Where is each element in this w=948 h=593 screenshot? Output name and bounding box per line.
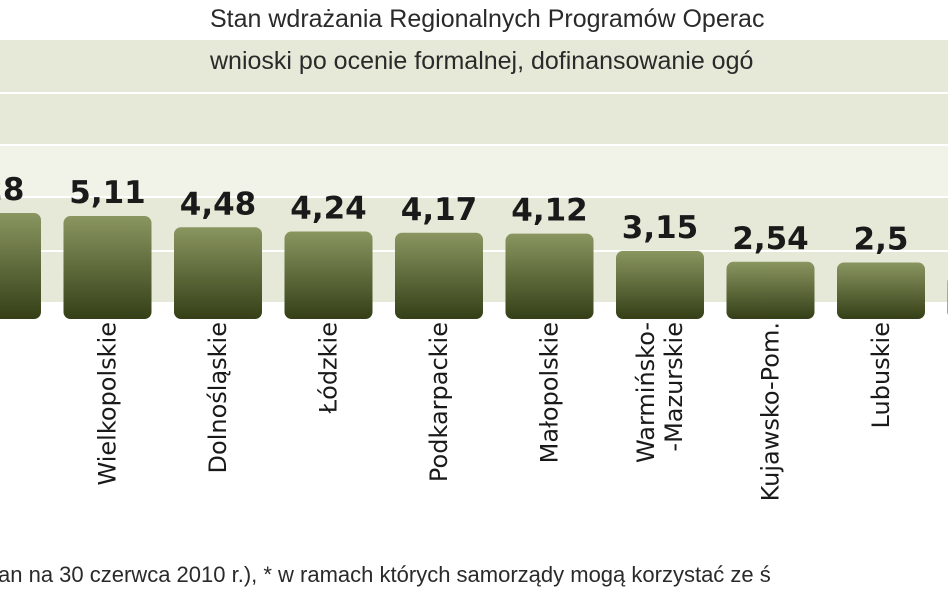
- category-label: Lubuskie: [867, 322, 895, 428]
- bar: [284, 231, 373, 319]
- category-labels-layer: Wielkopolskie Dolnośląskie Łódzkie Podkarpa…: [94, 322, 896, 501]
- bar-value-label: 4,12: [511, 193, 588, 229]
- category-label: Małopolskie: [536, 322, 564, 463]
- chart-title-line-1: Stan wdrażania Regionalnych Programów Op…: [210, 5, 765, 33]
- grid-band: [0, 146, 948, 196]
- bar-value-label: ,28: [0, 172, 24, 208]
- bar-value-label: 2,54: [732, 221, 809, 257]
- category-label: Warmińsko--Mazurskie: [632, 322, 688, 463]
- bar: [726, 261, 815, 319]
- bar: [395, 232, 483, 319]
- bar: [616, 250, 704, 319]
- category-label: Łódzkie: [315, 322, 343, 414]
- value-labels-layer: ,28 5,11 4,48 4,24 4,17 4,12 3,15 2,54 2,5: [0, 172, 908, 257]
- bar-value-label: 4,17: [401, 192, 478, 228]
- grid-band: [0, 94, 948, 144]
- grid-band: [0, 40, 948, 92]
- bar: [174, 227, 262, 319]
- bar: [505, 233, 594, 319]
- bar-value-label: 4,48: [180, 186, 257, 222]
- category-label: Wielkopolskie: [94, 322, 122, 485]
- bar-value-label: 4,24: [290, 191, 367, 227]
- bar-value-label: 5,11: [69, 175, 146, 211]
- category-label: Dolnośląskie: [204, 322, 232, 473]
- chart-title-line-2: wnioski po ocenie formalnej, dofinansowa…: [210, 47, 754, 75]
- bar: [0, 213, 41, 319]
- bars-layer: [0, 213, 948, 319]
- bar-value-label: 3,15: [622, 210, 699, 246]
- category-label: Podkarpackie: [425, 322, 453, 482]
- bar-value-label: 2,5: [854, 222, 909, 258]
- bar: [837, 262, 925, 319]
- bar: [63, 216, 152, 319]
- chart-footnote: an na 30 czerwca 2010 r.), * w ramach kt…: [0, 562, 771, 587]
- category-label: Kujawsko-Pom.: [757, 322, 785, 501]
